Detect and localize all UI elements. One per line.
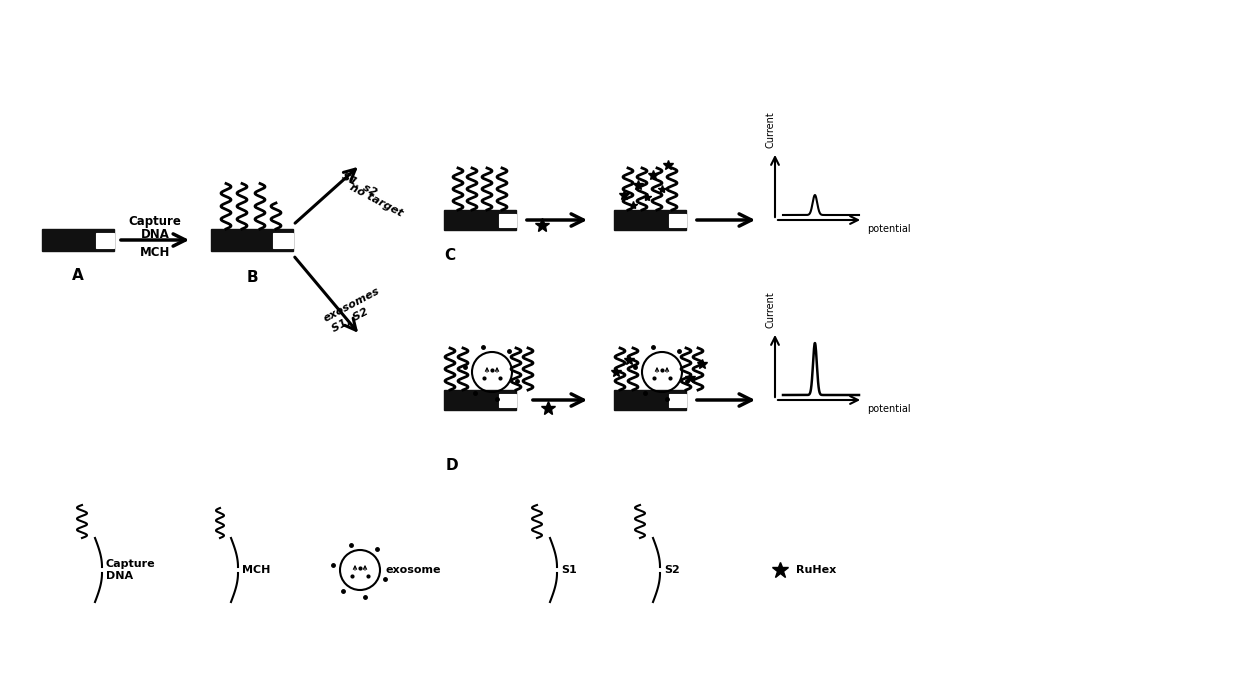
Text: RuHex: RuHex (796, 565, 836, 575)
Text: potential: potential (867, 404, 910, 414)
Text: exosomes: exosomes (322, 286, 382, 324)
Text: Current: Current (766, 291, 776, 328)
Bar (670, 214, 686, 226)
Text: MCH: MCH (140, 247, 170, 260)
Bar (498, 393, 516, 406)
Text: Capture: Capture (129, 216, 181, 228)
Bar (444, 390, 516, 410)
Bar (670, 393, 686, 406)
Text: S1, S2: S1, S2 (330, 306, 370, 334)
Text: MCH: MCH (242, 565, 270, 575)
Text: D: D (445, 458, 459, 473)
Text: S1, s2: S1, s2 (340, 172, 378, 198)
Text: DNA: DNA (140, 228, 170, 241)
Text: B: B (247, 270, 258, 285)
Text: S1: S1 (560, 565, 577, 575)
Text: potential: potential (867, 224, 910, 234)
Bar (444, 210, 516, 230)
Text: Capture
DNA: Capture DNA (105, 559, 156, 581)
Bar (498, 214, 516, 226)
Bar (211, 229, 293, 251)
Bar (614, 390, 686, 410)
Text: S2: S2 (663, 565, 680, 575)
Bar (614, 210, 686, 230)
Bar (273, 233, 293, 247)
Bar (42, 229, 114, 251)
Bar (95, 233, 114, 247)
Text: exosome: exosome (386, 565, 441, 575)
Text: no target: no target (348, 182, 404, 218)
Text: C: C (444, 247, 455, 262)
Text: A: A (72, 268, 84, 283)
Text: Current: Current (766, 112, 776, 148)
